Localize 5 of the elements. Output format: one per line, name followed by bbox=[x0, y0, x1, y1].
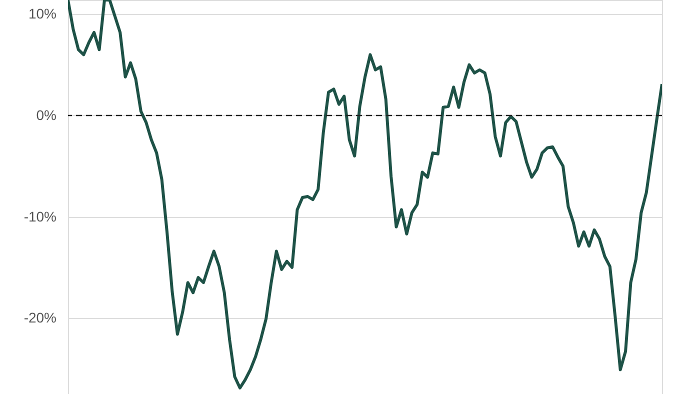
y-tick-label: 10% bbox=[28, 6, 56, 22]
y-tick-label: 0% bbox=[36, 106, 56, 123]
line-series bbox=[68, 0, 662, 390]
y-tick-label: -10% bbox=[24, 208, 56, 224]
y-tick-label: -20% bbox=[24, 310, 56, 326]
